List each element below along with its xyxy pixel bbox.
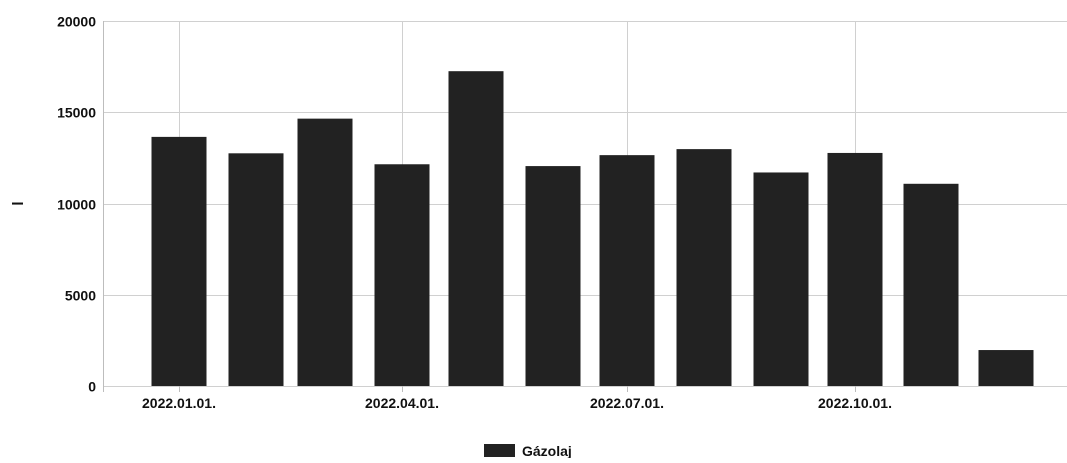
x-tick-label: 2022.07.01. [590, 395, 664, 411]
bar[interactable] [151, 136, 207, 386]
x-tick-label: 2022.10.01. [818, 395, 892, 411]
x-tick-label: 2022.04.01. [365, 395, 439, 411]
bar[interactable] [827, 152, 883, 386]
bar[interactable] [228, 153, 284, 386]
y-tick-label: 10000 [57, 197, 96, 213]
y-tick-label: 15000 [57, 105, 96, 121]
bar[interactable] [599, 155, 655, 386]
bar[interactable] [676, 149, 732, 386]
x-tick-label: 2022.01.01. [142, 395, 216, 411]
bar[interactable] [374, 164, 430, 386]
bar[interactable] [525, 166, 581, 386]
axis-layer [103, 21, 856, 392]
y-tick-label: 20000 [57, 14, 96, 30]
y-tick-label: 5000 [65, 288, 96, 304]
bar[interactable] [297, 118, 353, 386]
bar[interactable] [448, 71, 504, 386]
legend[interactable]: Gázolaj [484, 443, 572, 459]
y-tick-label: 0 [88, 379, 96, 395]
y-axis-label: l [10, 201, 27, 205]
bars-layer [151, 71, 1034, 386]
bar[interactable] [903, 183, 959, 386]
legend-label: Gázolaj [522, 443, 572, 458]
bar[interactable] [978, 350, 1034, 386]
y-tick-labels: 0 5000 10000 15000 20000 [57, 14, 96, 395]
legend-swatch [484, 444, 515, 457]
bar[interactable] [753, 172, 809, 386]
x-tick-labels: 2022.01.01. 2022.04.01. 2022.07.01. 2022.10… [142, 395, 892, 411]
